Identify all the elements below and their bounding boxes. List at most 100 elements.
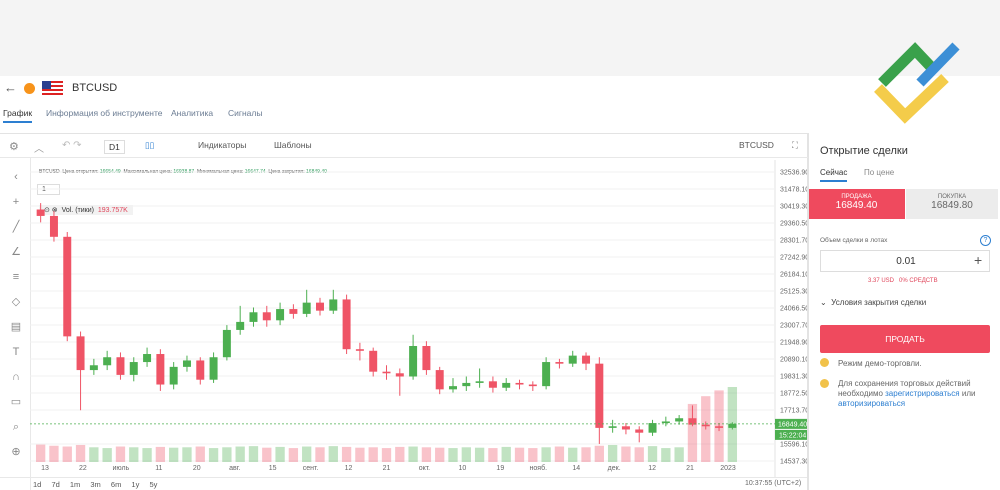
save-note-text: Для сохранения торговых действий необход… xyxy=(838,379,971,398)
tab[interactable]: Информация об инструменте xyxy=(46,108,163,118)
volume-bar xyxy=(341,446,352,462)
register-link[interactable]: зарегистрироваться xyxy=(885,389,960,398)
tab[interactable]: Аналитика xyxy=(171,108,214,118)
volume-bar xyxy=(474,447,485,462)
info-icon xyxy=(820,379,829,388)
range-button[interactable]: 3m xyxy=(90,480,101,489)
volume-bar xyxy=(634,447,644,462)
submit-button[interactable]: ПРОДАТЬ xyxy=(820,325,990,353)
candle-type[interactable]: ▯▯ xyxy=(145,140,155,150)
range-button[interactable]: 1m xyxy=(69,480,81,489)
x-tick-label: 20 xyxy=(193,465,201,472)
current-price-label: 16849.40 xyxy=(778,421,807,428)
undo-icon[interactable]: ↶ ↷ xyxy=(62,140,82,151)
templates-button[interactable]: Шаблоны xyxy=(274,140,312,150)
help-icon[interactable]: ? xyxy=(980,235,991,246)
volume-bar xyxy=(302,446,312,462)
y-tick-label: 24066.50 xyxy=(780,305,807,312)
volume-bar xyxy=(687,403,698,462)
volume-bar xyxy=(35,444,46,462)
range-button[interactable]: 1y xyxy=(131,480,140,489)
x-tick-label: 15 xyxy=(269,465,277,472)
candle-body xyxy=(528,384,537,387)
volume-bar xyxy=(528,448,538,462)
y-tick-label: 15596.10 xyxy=(780,441,807,448)
volume-bar xyxy=(102,448,112,462)
sell-button[interactable]: ПРОДАЖА 16849.40 xyxy=(808,189,905,219)
candle-body xyxy=(36,209,45,216)
volume-bar xyxy=(461,447,471,462)
volume-bar xyxy=(488,448,498,462)
panel-title: Открытие сделки xyxy=(820,145,908,157)
cost: 3.37 USD xyxy=(868,278,895,284)
volume-bar xyxy=(222,447,232,462)
candle-body xyxy=(449,386,457,390)
y-tick-label: 28301.70 xyxy=(780,237,807,244)
volume-input[interactable]: 0.01 + xyxy=(820,250,990,272)
pane-number: 1 xyxy=(42,186,46,193)
y-tick-label: 14537.30 xyxy=(780,458,807,465)
volume-bar xyxy=(169,447,179,462)
panel-tab[interactable]: Сейчас xyxy=(820,168,848,182)
volume-bar xyxy=(501,446,511,462)
range-button[interactable]: 5y xyxy=(149,480,158,489)
candle-body xyxy=(675,418,684,422)
pane-index[interactable]: 1 — xyxy=(37,184,60,195)
candle-body xyxy=(103,357,112,366)
toolbar-symbol[interactable]: BTCUSD xyxy=(739,140,774,150)
tab[interactable]: График xyxy=(3,108,33,123)
candle-body xyxy=(169,366,178,385)
y-tick-label: 30419.30 xyxy=(780,203,807,210)
volume-bar xyxy=(355,447,365,462)
cost-line: 3.37 USD 0% СРЕДСТВ xyxy=(868,278,938,284)
candle-body xyxy=(688,418,697,425)
range-button[interactable]: 6m xyxy=(110,480,122,489)
candle-body xyxy=(409,345,418,377)
x-tick-label: 12 xyxy=(648,465,656,472)
candle-body xyxy=(568,355,577,364)
candle-body xyxy=(435,370,444,390)
back-arrow[interactable]: ← xyxy=(4,80,17,95)
candle-body xyxy=(89,365,98,371)
candle-body xyxy=(209,357,218,380)
settings-icon[interactable]: ⚙ xyxy=(9,141,19,153)
tab[interactable]: Сигналы xyxy=(228,108,263,118)
candle-body xyxy=(635,429,644,433)
info-icon xyxy=(820,358,829,367)
volume-bar xyxy=(288,448,299,462)
logo-yellow xyxy=(874,74,949,124)
timer-tag xyxy=(775,429,807,440)
volume-bar xyxy=(554,446,565,462)
volume-bar xyxy=(661,448,671,462)
x-tick-label: дек. xyxy=(608,465,621,472)
volume-bar xyxy=(75,444,86,462)
y-tick-label: 19831.30 xyxy=(780,373,807,380)
sell-label: ПРОДАЖА xyxy=(841,194,872,200)
volume-bar xyxy=(182,447,192,462)
candle-body xyxy=(542,362,551,387)
login-link[interactable]: авторизироваться xyxy=(838,399,906,408)
x-tick-label: 10 xyxy=(458,465,466,472)
candle-body xyxy=(382,371,391,374)
indicators-button[interactable]: Индикаторы xyxy=(198,140,247,150)
fullscreen-icon[interactable]: ⛶ xyxy=(792,140,798,150)
collapse-icon[interactable]: ︿ xyxy=(34,144,44,155)
buy-button[interactable]: ПОКУПКА 16849.80 xyxy=(906,189,998,219)
drawing-tools[interactable]: ‹ + ╱ ∠ ≡ ◇ ▤ T ∩ ▭ ⌕ ⊕ xyxy=(10,171,22,458)
candle-body xyxy=(555,362,564,364)
panel-tab[interactable]: По цене xyxy=(864,168,895,177)
timeframe[interactable]: D1 xyxy=(104,140,125,154)
y-tick-label: 17713.70 xyxy=(780,407,807,414)
candle-body xyxy=(355,349,364,351)
range-button[interactable]: 1d xyxy=(33,480,42,489)
close-conditions[interactable]: ⌄ Условия закрытия сделки xyxy=(820,298,927,307)
volume-value: 193.757K xyxy=(97,207,128,214)
candle-body xyxy=(222,329,231,358)
volume-bar xyxy=(89,447,99,462)
plus-button[interactable]: + xyxy=(974,252,983,268)
range-button[interactable]: 7d xyxy=(51,480,60,489)
volume-bar xyxy=(607,444,618,462)
y-tick-label: 26184.10 xyxy=(780,271,807,278)
volume-bar xyxy=(142,448,152,462)
y-tick-label: 21948.90 xyxy=(780,339,807,346)
